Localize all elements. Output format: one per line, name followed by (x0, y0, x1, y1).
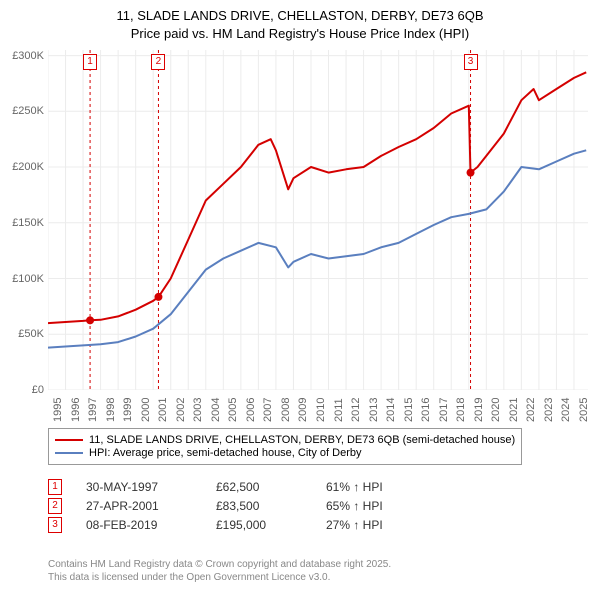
footer-line-1: Contains HM Land Registry data © Crown c… (48, 558, 391, 571)
chart-title-block: 11, SLADE LANDS DRIVE, CHELLASTON, DERBY… (0, 0, 600, 42)
x-axis-tick-label: 2009 (297, 398, 309, 422)
x-axis-tick-label: 2017 (438, 398, 450, 422)
chart-area: 123£0£50K£100K£150K£200K£250K£300K199519… (48, 50, 588, 390)
x-axis-tick-label: 2007 (262, 398, 274, 422)
event-pct: 27% ↑ HPI (326, 518, 383, 532)
event-date: 27-APR-2001 (86, 499, 216, 513)
x-axis-tick-label: 2019 (473, 398, 485, 422)
event-row: 3 08-FEB-2019 £195,000 27% ↑ HPI (48, 517, 383, 533)
x-axis-tick-label: 2014 (385, 398, 397, 422)
x-axis-tick-label: 2004 (210, 398, 222, 422)
event-pct: 65% ↑ HPI (326, 499, 383, 513)
page-root: 11, SLADE LANDS DRIVE, CHELLASTON, DERBY… (0, 0, 600, 590)
x-axis-tick-label: 2010 (315, 398, 327, 422)
x-axis-tick-label: 2008 (280, 398, 292, 422)
x-axis-tick-label: 2018 (455, 398, 467, 422)
x-axis-tick-label: 1999 (122, 398, 134, 422)
x-axis-tick-label: 2022 (525, 398, 537, 422)
event-marker-icon: 1 (83, 54, 97, 70)
legend-label: 11, SLADE LANDS DRIVE, CHELLASTON, DERBY… (89, 434, 515, 446)
legend-item: HPI: Average price, semi-detached house,… (55, 447, 515, 459)
y-axis-tick-label: £150K (12, 217, 44, 229)
event-pct: 61% ↑ HPI (326, 480, 383, 494)
event-marker-icon: 2 (151, 54, 165, 70)
event-row: 2 27-APR-2001 £83,500 65% ↑ HPI (48, 498, 383, 514)
event-price: £83,500 (216, 499, 326, 513)
y-axis-tick-label: £200K (12, 161, 44, 173)
x-axis-tick-label: 1997 (87, 398, 99, 422)
x-axis-tick-label: 1998 (105, 398, 117, 422)
event-price: £195,000 (216, 518, 326, 532)
event-row: 1 30-MAY-1997 £62,500 61% ↑ HPI (48, 479, 383, 495)
event-marker-icon: 3 (48, 517, 62, 533)
footer-attribution: Contains HM Land Registry data © Crown c… (48, 558, 391, 584)
x-axis-tick-label: 2012 (350, 398, 362, 422)
legend-box: 11, SLADE LANDS DRIVE, CHELLASTON, DERBY… (48, 428, 522, 465)
title-line-1: 11, SLADE LANDS DRIVE, CHELLASTON, DERBY… (0, 7, 600, 25)
y-axis-tick-label: £100K (12, 273, 44, 285)
x-axis-tick-label: 2002 (175, 398, 187, 422)
event-marker-icon: 3 (464, 54, 478, 70)
x-axis-tick-label: 2025 (578, 398, 590, 422)
legend-label: HPI: Average price, semi-detached house,… (89, 447, 362, 459)
line-chart-svg (48, 50, 588, 390)
x-axis-tick-label: 2015 (403, 398, 415, 422)
x-axis-tick-label: 2016 (420, 398, 432, 422)
x-axis-tick-label: 2013 (368, 398, 380, 422)
x-axis-tick-label: 1996 (70, 398, 82, 422)
x-axis-tick-label: 2023 (543, 398, 555, 422)
x-axis-tick-label: 2024 (560, 398, 572, 422)
legend-item: 11, SLADE LANDS DRIVE, CHELLASTON, DERBY… (55, 434, 515, 446)
y-axis-tick-label: £250K (12, 105, 44, 117)
x-axis-tick-label: 1995 (52, 398, 64, 422)
y-axis-tick-label: £50K (18, 328, 44, 340)
y-axis-tick-label: £300K (12, 50, 44, 62)
event-date: 30-MAY-1997 (86, 480, 216, 494)
event-date: 08-FEB-2019 (86, 518, 216, 532)
x-axis-tick-label: 2021 (508, 398, 520, 422)
title-line-2: Price paid vs. HM Land Registry's House … (0, 25, 600, 43)
x-axis-tick-label: 2000 (140, 398, 152, 422)
x-axis-tick-label: 2011 (333, 398, 345, 422)
x-axis-tick-label: 2020 (490, 398, 502, 422)
footer-line-2: This data is licensed under the Open Gov… (48, 571, 391, 584)
event-price: £62,500 (216, 480, 326, 494)
x-axis-tick-label: 2003 (192, 398, 204, 422)
legend-swatch (55, 452, 83, 454)
event-table: 1 30-MAY-1997 £62,500 61% ↑ HPI 2 27-APR… (48, 476, 383, 536)
x-axis-tick-label: 2001 (157, 398, 169, 422)
x-axis-tick-label: 2005 (227, 398, 239, 422)
x-axis-tick-label: 2006 (245, 398, 257, 422)
event-marker-icon: 2 (48, 498, 62, 514)
y-axis-tick-label: £0 (32, 384, 44, 396)
legend-swatch (55, 439, 83, 441)
event-marker-icon: 1 (48, 479, 62, 495)
